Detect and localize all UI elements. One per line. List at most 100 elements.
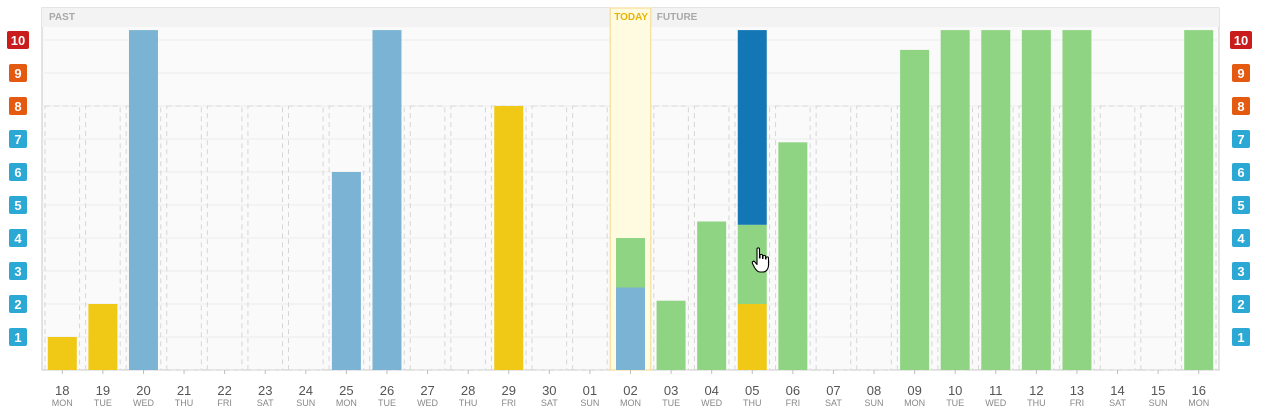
x-tick-weekday-10: TUE xyxy=(946,398,964,408)
bar-02-seg-1 xyxy=(616,238,645,288)
x-tick-label-09: 09 xyxy=(907,383,921,398)
x-tick-weekday-26: TUE xyxy=(378,398,396,408)
x-tick-weekday-18: MON xyxy=(52,398,73,408)
x-tick-label-30: 30 xyxy=(542,383,556,398)
bar-03-seg-0 xyxy=(656,300,686,370)
y-badge-right-6 xyxy=(1232,163,1250,181)
y-tick-label-left-1: 1 xyxy=(14,330,21,345)
y-tick-label-left-3: 3 xyxy=(14,264,21,279)
x-tick-label-15: 15 xyxy=(1151,383,1165,398)
bar-18-seg-0 xyxy=(47,337,77,370)
x-tick-label-02: 02 xyxy=(623,383,637,398)
bar-26-seg-0 xyxy=(372,30,402,370)
y-tick-label-left-10: 10 xyxy=(11,33,25,48)
y-tick-label-left-6: 6 xyxy=(14,165,21,180)
bar-29-seg-0 xyxy=(494,106,524,370)
x-tick-weekday-23: SAT xyxy=(257,398,274,408)
y-tick-label-right-4: 4 xyxy=(1237,231,1245,246)
x-tick-label-21: 21 xyxy=(177,383,191,398)
y-badge-left-3 xyxy=(9,262,27,280)
x-tick-weekday-28: THU xyxy=(459,398,478,408)
x-tick-label-29: 29 xyxy=(502,383,516,398)
y-tick-label-right-8: 8 xyxy=(1237,99,1244,114)
x-tick-label-01: 01 xyxy=(583,383,597,398)
y-badge-left-7 xyxy=(9,130,27,148)
x-tick-label-10: 10 xyxy=(948,383,962,398)
x-tick-label-11: 11 xyxy=(989,383,1003,398)
bar-10-seg-0 xyxy=(940,30,970,370)
y-tick-label-left-9: 9 xyxy=(14,66,21,81)
x-tick-label-23: 23 xyxy=(258,383,272,398)
y-badge-left-1 xyxy=(9,328,27,346)
x-tick-weekday-08: SUN xyxy=(865,398,884,408)
x-tick-weekday-15: SUN xyxy=(1149,398,1168,408)
y-tick-label-right-2: 2 xyxy=(1237,297,1244,312)
x-tick-label-26: 26 xyxy=(380,383,394,398)
bar-02-seg-0 xyxy=(616,287,645,370)
x-tick-label-03: 03 xyxy=(664,383,678,398)
y-badge-left-10 xyxy=(7,31,29,49)
x-tick-label-04: 04 xyxy=(704,383,718,398)
x-tick-weekday-09: MON xyxy=(904,398,925,408)
x-tick-weekday-14: SAT xyxy=(1109,398,1126,408)
y-badge-right-2 xyxy=(1232,295,1250,313)
x-tick-label-22: 22 xyxy=(217,383,231,398)
y-badge-right-1 xyxy=(1232,328,1250,346)
y-badge-right-3 xyxy=(1232,262,1250,280)
y-tick-label-left-2: 2 xyxy=(14,297,21,312)
y-badge-right-8 xyxy=(1232,97,1250,115)
x-tick-weekday-01: SUN xyxy=(580,398,599,408)
x-tick-weekday-16: MON xyxy=(1188,398,1209,408)
y-tick-label-right-6: 6 xyxy=(1237,165,1244,180)
x-tick-weekday-03: TUE xyxy=(662,398,680,408)
x-tick-weekday-30: SAT xyxy=(541,398,558,408)
x-tick-weekday-21: THU xyxy=(175,398,194,408)
x-tick-label-28: 28 xyxy=(461,383,475,398)
x-tick-label-07: 07 xyxy=(826,383,840,398)
x-tick-weekday-22: FRI xyxy=(217,398,232,408)
x-tick-label-16: 16 xyxy=(1191,383,1205,398)
x-tick-weekday-19: TUE xyxy=(94,398,112,408)
y-badge-left-2 xyxy=(9,295,27,313)
y-badge-right-4 xyxy=(1232,229,1250,247)
x-axis: 18MON19TUE20WED21THU22FRI23SAT24SUN25MON… xyxy=(52,370,1209,408)
x-tick-weekday-29: FRI xyxy=(501,398,516,408)
x-tick-label-25: 25 xyxy=(339,383,353,398)
x-tick-weekday-11: WED xyxy=(985,398,1006,408)
x-tick-weekday-13: FRI xyxy=(1070,398,1085,408)
x-tick-weekday-20: WED xyxy=(133,398,154,408)
y-badge-right-9 xyxy=(1232,64,1250,82)
y-tick-label-right-1: 1 xyxy=(1237,330,1244,345)
hand-cursor-icon xyxy=(751,247,770,273)
bar-19-seg-0 xyxy=(88,304,118,370)
y-tick-label-right-9: 9 xyxy=(1237,66,1244,81)
bar-06-seg-0 xyxy=(778,142,808,370)
x-tick-weekday-05: THU xyxy=(743,398,762,408)
x-tick-label-05: 05 xyxy=(745,383,759,398)
y-badge-left-6 xyxy=(9,163,27,181)
x-tick-label-27: 27 xyxy=(420,383,434,398)
y-badge-right-5 xyxy=(1232,196,1250,214)
bar-04-seg-0 xyxy=(697,221,727,370)
x-tick-weekday-24: SUN xyxy=(296,398,315,408)
y-tick-label-right-7: 7 xyxy=(1237,132,1244,147)
x-tick-weekday-06: FRI xyxy=(786,398,801,408)
x-tick-weekday-27: WED xyxy=(417,398,438,408)
y-tick-label-left-5: 5 xyxy=(14,198,21,213)
x-tick-label-19: 19 xyxy=(96,383,110,398)
bars xyxy=(47,30,1214,371)
y-tick-label-right-10: 10 xyxy=(1234,33,1248,48)
x-tick-weekday-02: MON xyxy=(620,398,641,408)
y-axis-right: 1 2 3 4 5 6 7 8 9 10 xyxy=(1230,31,1252,346)
x-tick-label-06: 06 xyxy=(786,383,800,398)
x-tick-weekday-04: WED xyxy=(701,398,722,408)
y-tick-label-right-5: 5 xyxy=(1237,198,1244,213)
x-tick-label-13: 13 xyxy=(1070,383,1084,398)
y-badge-left-9 xyxy=(9,64,27,82)
y-badge-right-10 xyxy=(1230,31,1252,49)
x-tick-label-14: 14 xyxy=(1110,383,1124,398)
x-tick-weekday-12: THU xyxy=(1027,398,1046,408)
bar-25-seg-0 xyxy=(331,172,361,370)
x-tick-label-08: 08 xyxy=(867,383,881,398)
